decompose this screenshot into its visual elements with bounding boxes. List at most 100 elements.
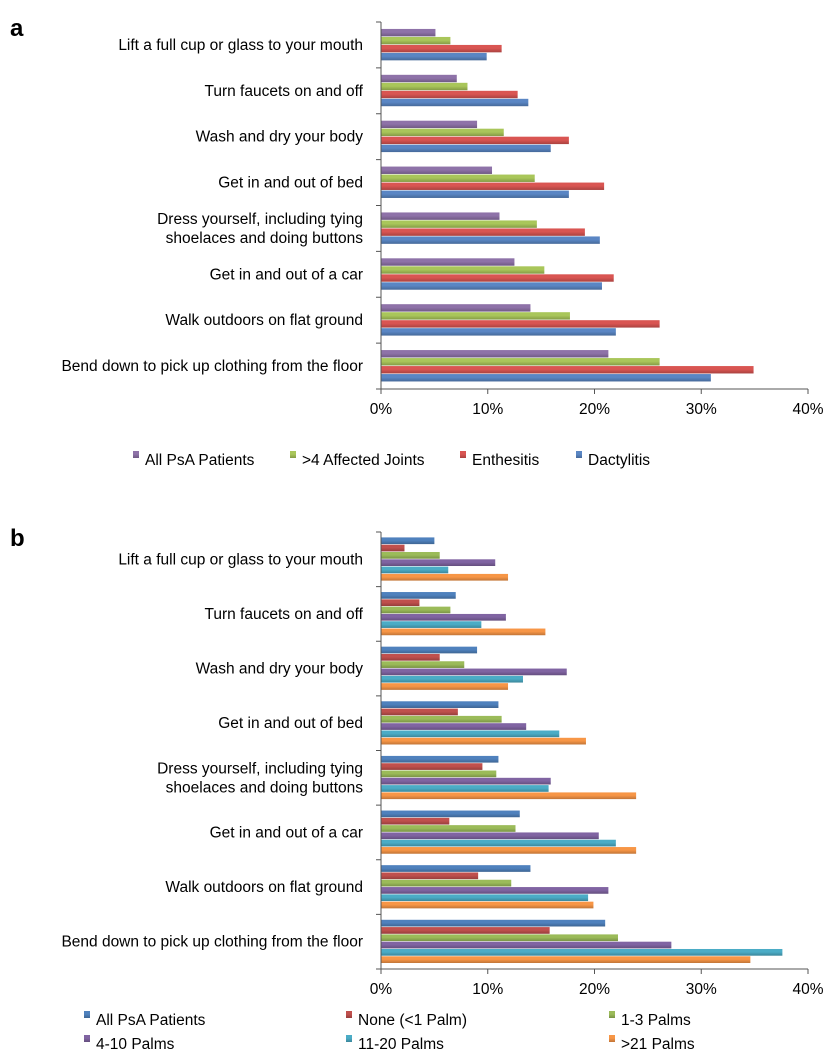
bar-3-4 [381, 182, 605, 190]
bar-2-7 [381, 872, 479, 880]
bar-4-7 [381, 328, 616, 336]
legend-label: None (<1 Palm) [358, 1012, 467, 1029]
legend-swatch [346, 1011, 352, 1018]
bar-1-1 [381, 537, 435, 545]
bar-1-1 [381, 28, 436, 37]
bar-4-1 [381, 52, 487, 61]
legend-swatch [460, 451, 466, 458]
category-label: Walk outdoors on flat ground [165, 312, 363, 329]
bar-3-7 [381, 320, 660, 328]
bar-1-8 [381, 350, 609, 358]
legend-label: 4-10 Palms [96, 1036, 175, 1053]
category-label: Bend down to pick up clothing from the f… [61, 358, 363, 375]
category-label: Dress yourself, including tying shoelaces… [157, 211, 363, 247]
x-tick-label: 40% [792, 981, 823, 998]
bar-5-6 [381, 839, 616, 847]
bar-1-3 [381, 646, 478, 654]
category-label: Get in and out of bed [218, 175, 363, 192]
legend-swatch [609, 1011, 615, 1018]
bar-3-4 [381, 715, 502, 723]
bar-2-5 [381, 220, 537, 228]
legend-swatch [609, 1035, 615, 1042]
bar-3-5 [381, 228, 585, 236]
bar-4-5 [381, 777, 551, 785]
legend-label: Enthesitis [472, 452, 539, 469]
bar-4-8 [381, 374, 711, 382]
category-label: Get in and out of a car [210, 266, 363, 283]
bar-2-2 [381, 82, 468, 91]
legend-swatch [84, 1035, 90, 1042]
bar-2-1 [381, 36, 451, 45]
legend-label: Dactylitis [588, 452, 650, 469]
bar-6-1 [381, 573, 509, 581]
legend-swatch [346, 1035, 352, 1042]
bar-4-2 [381, 98, 529, 107]
x-tick-label: 20% [579, 401, 610, 418]
bar-2-3 [381, 653, 440, 661]
bar-6-6 [381, 847, 637, 854]
bar-3-3 [381, 661, 465, 668]
bar-4-3 [381, 144, 551, 153]
legend-swatch [133, 451, 139, 458]
bar-5-8 [381, 948, 783, 956]
bar-4-6 [381, 282, 602, 290]
chart-panel-b: b Lift a full cup or glass to your mouth T… [10, 525, 824, 1053]
bar-1-5 [381, 755, 499, 763]
category-label: Lift a full cup or glass to your mouth [118, 37, 363, 54]
bar-6-7 [381, 901, 594, 909]
bar-3-1 [381, 552, 440, 559]
category-label: Wash and dry your body [196, 661, 364, 678]
bar-2-7 [381, 312, 570, 320]
bar-1-7 [381, 865, 531, 872]
bar-4-4 [381, 190, 569, 198]
legend-label: 11-20 Palms [358, 1036, 444, 1053]
category-label: Turn faucets on and off [204, 606, 363, 623]
bar-5-7 [381, 894, 589, 902]
legend: All PsA Patients None (<1 Palm) 1-3 Palms 4… [84, 1011, 695, 1053]
x-tick-label: 40% [792, 401, 823, 418]
bar-5-5 [381, 785, 549, 792]
panel-label: a [10, 15, 24, 42]
bar-2-3 [381, 128, 504, 137]
bar-4-4 [381, 723, 527, 730]
bar-6-8 [381, 956, 751, 963]
bar-3-6 [381, 274, 614, 282]
bar-1-7 [381, 304, 531, 312]
bar-1-5 [381, 212, 500, 220]
panel-label: b [10, 525, 25, 552]
bar-3-8 [381, 366, 754, 374]
bar-4-2 [381, 613, 506, 621]
bar-2-2 [381, 599, 420, 607]
legend-label: All PsA Patients [96, 1012, 206, 1029]
chart-panel-a: a Lift a full cup or glass to your mouth T… [10, 15, 824, 469]
bar-1-2 [381, 74, 457, 83]
category-label: Bend down to pick up clothing from the f… [61, 934, 363, 951]
bar-2-6 [381, 817, 450, 825]
category-label: Walk outdoors on flat ground [165, 879, 363, 896]
x-tick-label: 0% [370, 401, 393, 418]
legend-swatch [576, 451, 582, 458]
category-label: Dress yourself, including tying shoelaces… [157, 760, 363, 796]
bar-5-4 [381, 730, 560, 738]
x-tick-label: 10% [472, 981, 503, 998]
category-label: Lift a full cup or glass to your mouth [118, 551, 363, 568]
legend-swatch [84, 1011, 90, 1018]
category-label: Get in and out of bed [218, 715, 363, 732]
bar-2-1 [381, 544, 405, 552]
bar-4-5 [381, 236, 600, 244]
bar-6-2 [381, 628, 546, 636]
x-tick-label: 20% [579, 981, 610, 998]
bar-2-8 [381, 358, 660, 366]
legend: All PsA Patients >4 Affected Joints Enthes… [133, 451, 650, 469]
bar-5-3 [381, 675, 523, 683]
bar-1-4 [381, 166, 493, 174]
x-tick-label: 30% [686, 401, 717, 418]
bar-1-6 [381, 258, 515, 266]
legend-label: 1-3 Palms [621, 1012, 691, 1029]
bar-1-4 [381, 701, 499, 708]
x-tick-label: 0% [370, 981, 393, 998]
bar-3-2 [381, 606, 451, 614]
category-label: Turn faucets on and off [204, 83, 363, 100]
bar-2-4 [381, 708, 458, 716]
category-label: Get in and out of a car [210, 824, 363, 841]
